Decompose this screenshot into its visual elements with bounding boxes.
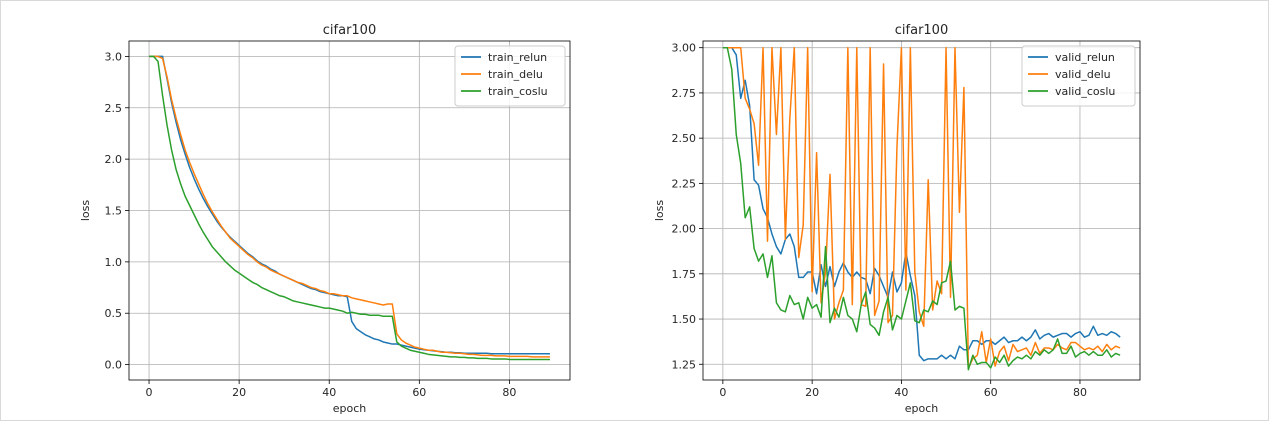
chart0-y-axis-label: loss xyxy=(79,200,92,222)
chart0-y-tick-label: 1.0 xyxy=(105,256,123,269)
chart0-y-tick-label: 1.5 xyxy=(105,205,123,218)
chart1-y-tick-label: 1.75 xyxy=(672,268,697,281)
chart1-legend-label-valid_coslu: valid_coslu xyxy=(1055,85,1115,98)
chart1-y-tick-label: 3.00 xyxy=(672,42,697,55)
chart1-y-tick-label: 2.25 xyxy=(672,177,697,190)
chart1-x-tick-label: 40 xyxy=(894,386,908,399)
chart0-x-axis-label: epoch xyxy=(333,402,367,415)
chart1-group: 0 20 40 60 80 1.25 1.50 1.75 2.00 2.25 2.50 2.75 3.0… xyxy=(653,23,1141,415)
chart1-y-axis-label: loss xyxy=(653,200,666,222)
chart1-legend-box xyxy=(1021,45,1136,107)
chart0-x-tick-label: 20 xyxy=(232,386,246,399)
chart1-x-tick-label: 20 xyxy=(805,386,819,399)
chart1-title: cifar100 xyxy=(895,23,948,38)
chart0-y-tick-label: 2.5 xyxy=(105,102,123,115)
chart0-legend: train_relun train_delu train_coslu xyxy=(454,45,566,107)
chart1-series-line-valid_relun xyxy=(722,46,1121,362)
chart1-y-tick-label: 2.50 xyxy=(672,132,697,145)
chart1-y-tick-label: 1.25 xyxy=(672,358,697,371)
chart1-x-axis-label: epoch xyxy=(905,402,939,415)
chart0-legend-label-train_delu: train_delu xyxy=(488,68,543,81)
chart1-y-tick-label: 2.00 xyxy=(672,223,697,236)
chart0-y-tick-label: 3.0 xyxy=(105,50,123,63)
chart0-x-tick-label: 80 xyxy=(502,386,516,399)
chart1-x-tick-label: 0 xyxy=(719,386,726,399)
chart1-y-tick-label: 2.75 xyxy=(672,87,697,100)
chart0-legend-label-train_coslu: train_coslu xyxy=(488,85,548,98)
chart0-x-tick-label: 40 xyxy=(322,386,336,399)
chart0-x-tick-label: 0 xyxy=(146,386,153,399)
chart0-title: cifar100 xyxy=(323,23,376,38)
chart1-axes-frame xyxy=(702,40,1141,381)
chart0-x-tick-label: 60 xyxy=(412,386,426,399)
chart0-group: 0 20 40 60 80 0.0 0.5 1.0 1.5 2.0 2.5 3.0 cifar100 ep… xyxy=(79,23,571,415)
chart1-legend: valid_relun valid_delu valid_coslu xyxy=(1021,45,1136,107)
chart1-y-tick-label: 1.50 xyxy=(672,313,697,326)
chart1-series-line-valid_coslu xyxy=(722,46,1121,371)
chart0-series-line-train_delu xyxy=(149,55,550,358)
chart1-legend-label-valid_relun: valid_relun xyxy=(1055,51,1115,64)
chart1-x-tick-label: 80 xyxy=(1073,386,1087,399)
chart0-legend-label-train_relun: train_relun xyxy=(488,51,547,64)
chart0-series-line-train_relun xyxy=(149,55,550,355)
chart0-y-tick-label: 0.0 xyxy=(105,359,123,372)
chart1-legend-label-valid_delu: valid_delu xyxy=(1055,68,1111,81)
chart1-x-tick-label: 60 xyxy=(984,386,998,399)
chart0-legend-box xyxy=(454,45,566,107)
chart0-y-tick-label: 0.5 xyxy=(105,307,123,320)
chart0-y-tick-label: 2.0 xyxy=(105,153,123,166)
chart0-series-line-train_coslu xyxy=(149,55,550,361)
